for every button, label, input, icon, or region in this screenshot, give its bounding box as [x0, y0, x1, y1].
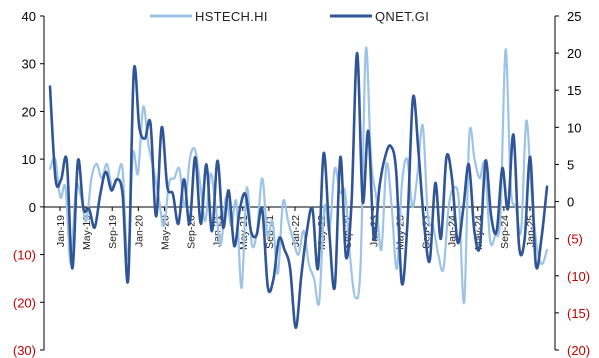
right-tick-label: 20: [567, 46, 581, 61]
legend-label-qnet: QNET.GI: [375, 9, 429, 24]
left-tick-label: 10: [22, 152, 36, 167]
left-tick-label: 30: [22, 57, 36, 72]
x-tick-label: May-19: [81, 215, 93, 250]
x-tick-label: Jan-19: [55, 215, 67, 247]
right-tick-label: 0: [567, 195, 574, 210]
series-line-hstech: [48, 46, 549, 307]
right-tick-label: 10: [567, 120, 581, 135]
left-tick-label: 0: [29, 200, 36, 215]
x-tick-label: Sep-24: [499, 215, 511, 249]
x-tick-label: Jan-20: [133, 215, 145, 247]
left-tick-label: (20): [13, 295, 36, 310]
series-line-qnet: [48, 51, 549, 330]
right-tick-label: 15: [567, 83, 581, 98]
left-tick-label: (10): [13, 248, 36, 263]
right-tick-label: (10): [567, 269, 590, 284]
legend-label-hstech: HSTECH.HI: [195, 9, 268, 24]
x-tick-label: Sep-19: [107, 215, 119, 249]
right-tick-label: (15): [567, 306, 590, 321]
left-tick-label: 40: [22, 9, 36, 24]
right-tick-label: 5: [567, 157, 574, 172]
x-axis-ticks: Jan-19 May-19 Sep-19 Jan-20 May-20 Sep-20 Jan-…: [55, 207, 537, 250]
left-tick-label: 20: [22, 104, 36, 119]
left-tick-label: (30): [13, 343, 36, 358]
right-tick-label: (20): [567, 343, 590, 358]
right-axis-ticks: 25 20 15 10 5 0 (5) (10) (15) (20): [555, 9, 590, 358]
right-tick-label: (5): [567, 232, 583, 247]
right-tick-label: 25: [567, 9, 581, 24]
legend: HSTECH.HI QNET.GI: [150, 9, 429, 24]
series-lines: [48, 46, 549, 330]
left-axis-ticks: 40 30 20 10 0 (10) (20) (30): [13, 9, 44, 358]
